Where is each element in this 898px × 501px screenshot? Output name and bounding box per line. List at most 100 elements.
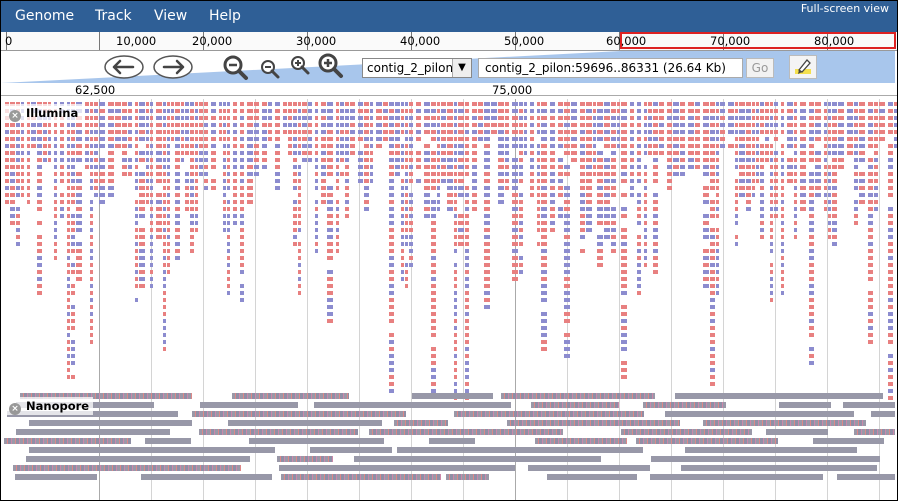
illumina-read[interactable]: [364, 158, 369, 162]
illumina-read[interactable]: [597, 123, 603, 127]
illumina-read[interactable]: [85, 102, 89, 106]
illumina-read[interactable]: [376, 144, 382, 148]
illumina-read[interactable]: [336, 172, 339, 176]
illumina-read[interactable]: [199, 130, 203, 134]
illumina-read[interactable]: [190, 116, 194, 120]
illumina-read[interactable]: [71, 284, 75, 288]
illumina-read[interactable]: [376, 123, 382, 127]
illumina-read[interactable]: [211, 102, 216, 106]
illumina-read[interactable]: [298, 207, 301, 211]
illumina-read[interactable]: [580, 186, 585, 190]
illumina-read[interactable]: [593, 158, 596, 162]
illumina-read[interactable]: [512, 263, 518, 267]
illumina-read[interactable]: [10, 172, 15, 176]
illumina-read[interactable]: [637, 235, 641, 239]
illumina-read[interactable]: [54, 228, 57, 232]
illumina-read[interactable]: [868, 172, 873, 176]
illumina-read[interactable]: [667, 158, 672, 162]
illumina-read[interactable]: [703, 228, 709, 232]
illumina-read[interactable]: [395, 172, 400, 176]
illumina-read[interactable]: [824, 102, 827, 106]
illumina-read[interactable]: [838, 116, 844, 120]
illumina-read[interactable]: [199, 109, 203, 113]
illumina-read[interactable]: [37, 235, 42, 239]
illumina-read[interactable]: [345, 102, 349, 106]
illumina-read[interactable]: [695, 102, 700, 106]
illumina-read[interactable]: [794, 165, 797, 169]
illumina-read[interactable]: [67, 354, 70, 358]
illumina-read[interactable]: [760, 123, 764, 127]
illumina-read[interactable]: [824, 116, 827, 120]
illumina-read[interactable]: [593, 109, 596, 113]
illumina-read[interactable]: [564, 291, 570, 295]
illumina-read[interactable]: [512, 172, 518, 176]
illumina-read[interactable]: [401, 277, 404, 281]
illumina-read[interactable]: [484, 277, 490, 281]
illumina-read[interactable]: [268, 102, 272, 106]
illumina-read[interactable]: [794, 109, 797, 113]
illumina-read[interactable]: [308, 130, 312, 134]
illumina-read[interactable]: [128, 116, 132, 120]
illumina-read[interactable]: [37, 193, 42, 197]
illumina-read[interactable]: [227, 235, 230, 239]
illumina-read[interactable]: [163, 256, 166, 260]
illumina-read[interactable]: [27, 137, 30, 141]
illumina-read[interactable]: [644, 172, 647, 176]
illumina-read[interactable]: [484, 144, 490, 148]
illumina-read[interactable]: [832, 165, 837, 169]
illumina-read[interactable]: [135, 137, 138, 141]
illumina-read[interactable]: [340, 158, 344, 162]
illumina-read[interactable]: [60, 172, 64, 176]
illumina-read[interactable]: [254, 165, 259, 169]
illumina-read[interactable]: [541, 144, 547, 148]
illumina-read[interactable]: [293, 137, 297, 141]
illumina-read[interactable]: [139, 235, 145, 239]
illumina-read[interactable]: [315, 123, 318, 127]
illumina-read[interactable]: [16, 172, 20, 176]
illumina-read[interactable]: [146, 130, 149, 134]
illumina-read[interactable]: [558, 137, 563, 141]
illumina-read[interactable]: [167, 165, 170, 169]
illumina-read[interactable]: [389, 116, 394, 120]
illumina-read[interactable]: [484, 179, 490, 183]
illumina-read[interactable]: [550, 137, 555, 141]
nanopore-read[interactable]: [310, 447, 392, 453]
illumina-read[interactable]: [315, 102, 318, 106]
illumina-read[interactable]: [383, 109, 388, 113]
illumina-read[interactable]: [195, 137, 198, 141]
illumina-read[interactable]: [586, 102, 592, 106]
illumina-read[interactable]: [327, 221, 333, 225]
illumina-read[interactable]: [240, 102, 244, 106]
illumina-read[interactable]: [888, 165, 893, 169]
illumina-read[interactable]: [756, 151, 759, 155]
illumina-read[interactable]: [564, 116, 570, 120]
illumina-read[interactable]: [409, 137, 413, 141]
illumina-read[interactable]: [809, 326, 814, 330]
illumina-read[interactable]: [431, 207, 436, 211]
illumina-read[interactable]: [716, 242, 719, 246]
illumina-read[interactable]: [868, 179, 873, 183]
illumina-read[interactable]: [458, 228, 464, 232]
illumina-read[interactable]: [739, 123, 745, 127]
nanopore-read[interactable]: [651, 456, 880, 462]
illumina-read[interactable]: [227, 214, 230, 218]
illumina-read[interactable]: [389, 144, 394, 148]
illumina-read[interactable]: [275, 172, 280, 176]
nanopore-read[interactable]: [369, 429, 563, 435]
illumina-read[interactable]: [85, 116, 89, 120]
illumina-read[interactable]: [240, 221, 244, 225]
illumina-read[interactable]: [512, 179, 518, 183]
illumina-read[interactable]: [611, 109, 616, 113]
illumina-read[interactable]: [604, 109, 610, 113]
illumina-read[interactable]: [16, 207, 20, 211]
illumina-read[interactable]: [746, 165, 751, 169]
illumina-read[interactable]: [60, 165, 64, 169]
illumina-read[interactable]: [135, 207, 138, 211]
illumina-read[interactable]: [454, 284, 457, 288]
illumina-read[interactable]: [139, 130, 145, 134]
illumina-read[interactable]: [54, 256, 57, 260]
illumina-read[interactable]: [223, 200, 226, 204]
illumina-read[interactable]: [832, 200, 837, 204]
illumina-read[interactable]: [431, 242, 436, 246]
illumina-read[interactable]: [637, 249, 641, 253]
